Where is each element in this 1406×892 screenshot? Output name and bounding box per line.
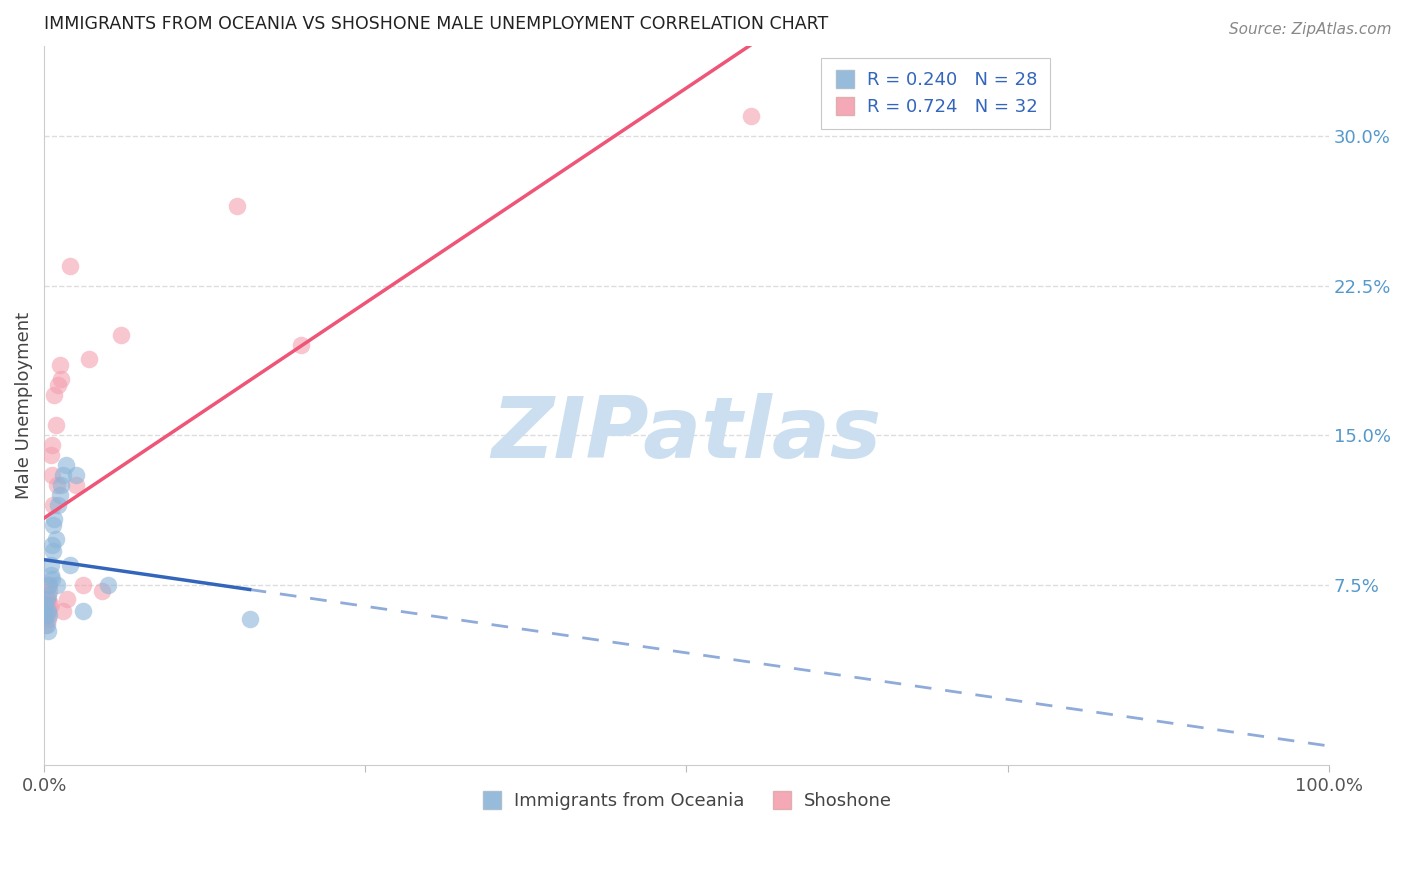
Point [34,608,56,623]
Point [34,599,56,613]
Point [39,558,62,573]
Point [55,458,77,473]
Point [35,599,58,613]
Point [48,488,70,502]
Point [41,438,63,452]
Point [38,608,60,623]
Point [46,499,69,513]
Legend: Immigrants from Oceania, Shoshone: Immigrants from Oceania, Shoshone [474,785,898,817]
Point [48,359,70,373]
Point [34,599,56,613]
Point [37,592,59,607]
Text: Source: ZipAtlas.com: Source: ZipAtlas.com [1229,22,1392,37]
Point [52,604,75,618]
Point [45,533,67,547]
Point [46,478,69,492]
Point [44,388,66,402]
Point [72,578,94,592]
Point [37,612,59,626]
Point [39,449,62,463]
Point [42,544,65,558]
Point [290,338,312,352]
Point [65,468,87,483]
Text: IMMIGRANTS FROM OCEANIA VS SHOSHONE MALE UNEMPLOYMENT CORRELATION CHART: IMMIGRANTS FROM OCEANIA VS SHOSHONE MALE… [44,15,828,33]
Point [38,578,60,592]
Point [34,618,56,632]
Point [37,604,59,618]
Point [740,109,762,123]
Point [46,578,69,592]
Point [45,418,67,433]
Point [65,478,87,492]
Point [35,592,58,607]
Point [239,612,262,626]
Point [42,518,65,533]
Point [37,578,59,592]
Point [37,588,59,602]
Point [59,558,82,573]
Point [110,328,132,343]
Point [34,608,56,623]
Point [41,572,63,586]
Point [97,578,120,592]
Point [225,198,247,212]
Point [56,592,79,607]
Y-axis label: Male Unemployment: Male Unemployment [15,312,32,499]
Point [41,538,63,552]
Point [44,512,66,526]
Point [52,468,75,483]
Point [39,599,62,613]
Point [41,468,63,483]
Point [38,599,60,613]
Point [42,499,65,513]
Point [46,378,69,392]
Point [35,608,58,623]
Point [49,372,72,386]
Point [77,352,100,367]
Point [35,618,58,632]
Point [49,478,72,492]
Point [72,604,94,618]
Point [38,584,60,599]
Point [37,624,59,639]
Point [39,568,62,582]
Text: ZIPatlas: ZIPatlas [491,392,882,475]
Point [90,584,112,599]
Point [59,259,82,273]
